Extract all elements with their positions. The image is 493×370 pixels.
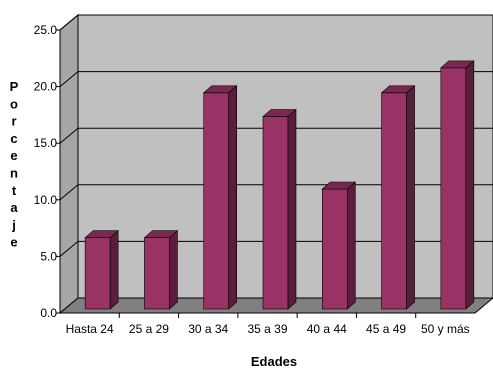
bar-side — [109, 230, 119, 310]
bar-front — [203, 92, 230, 310]
bar-front — [262, 116, 289, 310]
bar — [321, 181, 357, 310]
bar-top — [202, 85, 238, 94]
bar-top — [440, 60, 475, 69]
bar — [143, 230, 179, 310]
x-tick-label: Hasta 24 — [66, 322, 114, 336]
bar-front — [84, 237, 111, 310]
gridline — [59, 71, 493, 87]
y-axis-title-letter: c — [10, 131, 17, 146]
y-axis-title-letter: n — [10, 166, 18, 181]
bar-top — [380, 85, 416, 94]
bars — [84, 60, 475, 310]
bar — [262, 108, 297, 310]
y-tick-label: 5.0 — [40, 249, 57, 263]
x-axis-ticks: Hasta 24 25 a 29 30 a 34 35 a 39 40 a 44 45 a… — [60, 312, 475, 336]
y-tick-label: 15.0 — [34, 136, 58, 150]
bar-front — [440, 67, 467, 310]
x-tick-label: 25 a 29 — [129, 322, 169, 336]
bar-top — [321, 181, 357, 190]
y-tick-label: 20.0 — [34, 80, 58, 94]
y-axis-title-letter: r — [11, 114, 16, 129]
y-axis-title-letter: o — [10, 96, 18, 111]
y-axis-title-letter: a — [10, 200, 18, 215]
bar-front — [321, 188, 348, 310]
bar-side — [346, 181, 356, 310]
y-axis-ticks: 0.0 5.0 10.0 15.0 20.0 25.0 — [34, 23, 61, 320]
bar-side — [406, 85, 415, 310]
y-axis-title-letter: t — [12, 183, 17, 198]
side-wall — [59, 13, 79, 315]
bar — [84, 230, 119, 310]
y-tick-label: 10.0 — [34, 193, 58, 207]
x-tick-label: 50 y más — [421, 322, 470, 336]
bar — [202, 85, 238, 310]
gridline — [59, 14, 493, 31]
bar-top — [262, 109, 297, 117]
gridline — [59, 127, 493, 144]
bar-front — [381, 92, 407, 310]
bar — [440, 60, 475, 310]
y-axis-title-letter: P — [10, 79, 19, 94]
bar-side — [169, 230, 178, 310]
x-tick-label: 30 a 34 — [188, 322, 228, 336]
x-axis-title: Edades — [251, 354, 297, 369]
x-tick-label: 35 a 39 — [247, 322, 287, 336]
x-tick-label: 45 a 49 — [366, 322, 406, 336]
bar — [380, 85, 416, 310]
bar-side — [228, 85, 238, 310]
y-tick-label: 25.0 — [34, 23, 58, 37]
y-axis-title-letter: j — [11, 217, 16, 232]
bar-top — [84, 230, 119, 238]
bar-side — [465, 60, 475, 310]
bar-top — [143, 230, 179, 238]
y-tick-label: 0.0 — [40, 306, 57, 320]
y-axis-title-letter: e — [10, 148, 17, 163]
bar-front — [144, 237, 170, 310]
y-axis-title-letter: e — [10, 235, 17, 250]
x-tick-label: 40 a 44 — [307, 322, 347, 336]
bar-side — [287, 108, 297, 310]
